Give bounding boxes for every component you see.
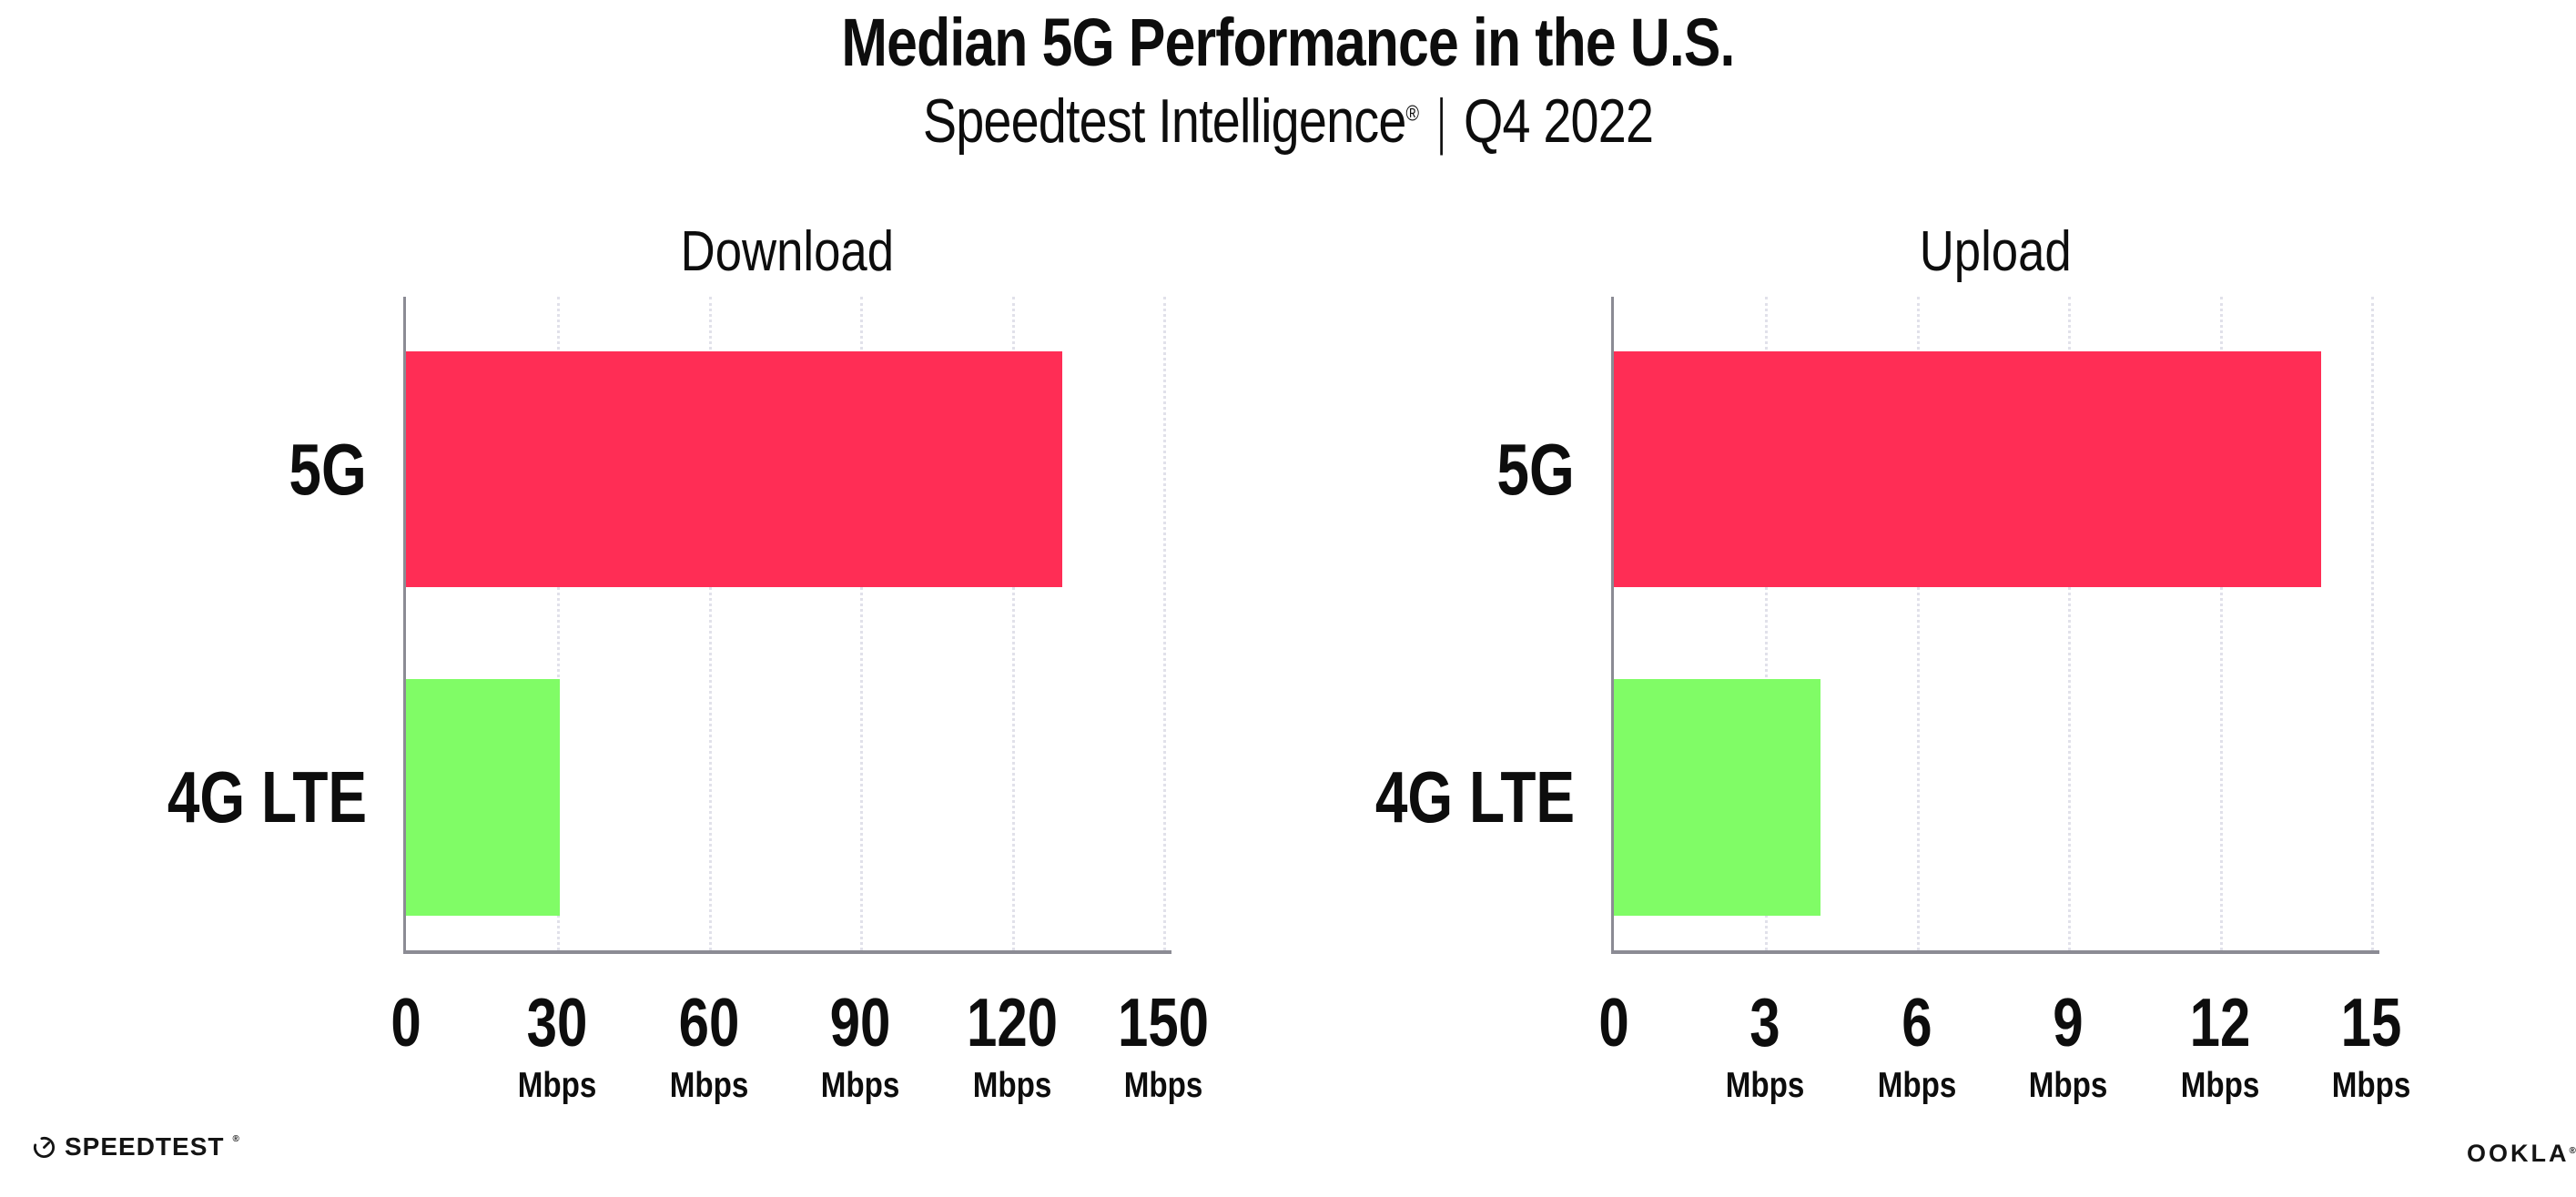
speedtest-wordmark: SPEEDTEST [65, 1132, 225, 1161]
gridline-60 [708, 297, 712, 950]
gridline-150 [1163, 297, 1166, 950]
speedtest-trademark: ® [232, 1133, 239, 1144]
x-tick-value: 9 [2053, 984, 2084, 1060]
category-label-4g-lte: 4G LTE [117, 761, 367, 834]
x-tick-6: 6 Mbps [1871, 984, 1963, 1105]
category-label-text: 4G LTE [167, 756, 367, 837]
x-tick-unit: Mbps [1123, 1066, 1203, 1105]
x-tick-60: 60 Mbps [663, 984, 756, 1105]
category-label-5g: 5G [1477, 428, 1575, 510]
subtitle-separator: | [1436, 86, 1445, 156]
x-tick-12: 12 Mbps [2174, 984, 2267, 1105]
x-tick-120: 120 Mbps [955, 984, 1069, 1105]
ookla-trademark: ® [2569, 1146, 2576, 1156]
plot-scale [1614, 297, 2374, 950]
download-plot-area [403, 297, 1171, 954]
gridline-90 [860, 297, 864, 950]
x-tick-90: 90 Mbps [814, 984, 907, 1105]
x-tick-3: 3 Mbps [1719, 984, 1811, 1105]
x-tick-value: 15 [2340, 984, 2402, 1060]
category-label-4g-lte: 4G LTE [1325, 761, 1575, 834]
x-tick-value: 120 [966, 984, 1058, 1060]
speedometer-gauge-icon [33, 1136, 56, 1158]
x-tick-value: 30 [527, 984, 588, 1060]
bar-4g-lte [406, 679, 561, 916]
x-tick-value: 0 [390, 984, 421, 1060]
page-title: Median 5G Performance in the U.S. [841, 5, 1735, 80]
ookla-wordmark: OOKLA [2467, 1140, 2570, 1167]
subtitle-period: Q4 2022 [1463, 86, 1654, 156]
upload-chart-title: Upload [1611, 224, 2379, 280]
upload-plot-area [1611, 297, 2379, 954]
speedtest-logo: SPEEDTEST ® [32, 1132, 239, 1161]
x-tick-unit: Mbps [972, 1066, 1051, 1105]
gridline-30 [557, 297, 561, 950]
x-tick-value: 12 [2189, 984, 2250, 1060]
x-tick-value: 60 [678, 984, 740, 1060]
x-tick-unit: Mbps [2331, 1066, 2411, 1105]
x-tick-value: 150 [1117, 984, 1210, 1060]
x-tick-unit: Mbps [669, 1066, 749, 1105]
gridline-15 [2371, 297, 2374, 950]
gridline-6 [1916, 297, 1920, 950]
page-subtitle: Speedtest Intelligence® | Q4 2022 [232, 87, 2345, 156]
download-chart: Download 5G 4G LTE 0 30 Mbps 60 Mbps 90 Mbps 120 M… [167, 224, 1209, 1104]
x-tick-unit: Mbps [2180, 1066, 2259, 1105]
gridline-120 [1011, 297, 1015, 950]
x-tick-value: 3 [1749, 984, 1781, 1060]
chart-title-text: Upload [1919, 220, 2072, 283]
x-tick-unit: Mbps [1726, 1066, 1805, 1105]
category-label-text: 4G LTE [1374, 756, 1575, 837]
bar-4g-lte [1614, 679, 1821, 916]
download-chart-title: Download [403, 224, 1171, 280]
x-tick-value: 6 [1902, 984, 1932, 1060]
x-tick-value: 90 [829, 984, 891, 1060]
category-label-text: 5G [289, 428, 367, 510]
plot-scale [406, 297, 1166, 950]
gridline-3 [1765, 297, 1769, 950]
gridline-12 [2219, 297, 2223, 950]
x-tick-value: 0 [1598, 984, 1629, 1060]
x-tick-150: 150 Mbps [1106, 984, 1220, 1105]
x-tick-9: 9 Mbps [2022, 984, 2115, 1105]
x-tick-0: 0 [1595, 989, 1633, 1057]
x-tick-30: 30 Mbps [511, 984, 603, 1105]
registered-mark: ® [1405, 101, 1419, 127]
category-label-5g: 5G [269, 428, 367, 510]
bar-5g [1614, 351, 2321, 587]
x-tick-0: 0 [387, 989, 425, 1057]
category-label-text: 5G [1496, 428, 1575, 510]
x-tick-unit: Mbps [2028, 1066, 2108, 1105]
bar-5g [406, 351, 1063, 587]
subtitle-brand: Speedtest Intelligence [922, 86, 1406, 156]
x-tick-15: 15 Mbps [2325, 984, 2418, 1105]
chart-title-text: Download [680, 220, 895, 283]
x-tick-unit: Mbps [1877, 1066, 1957, 1105]
x-tick-unit: Mbps [820, 1066, 900, 1105]
upload-chart: Upload 5G 4G LTE 0 3 Mbps 6 Mbps 9 Mbps 12 Mbps 15 M… [1375, 224, 2411, 1104]
x-tick-unit: Mbps [518, 1066, 597, 1105]
ookla-logo: OOKLA® [2467, 1140, 2576, 1168]
gridline-9 [2068, 297, 2072, 950]
